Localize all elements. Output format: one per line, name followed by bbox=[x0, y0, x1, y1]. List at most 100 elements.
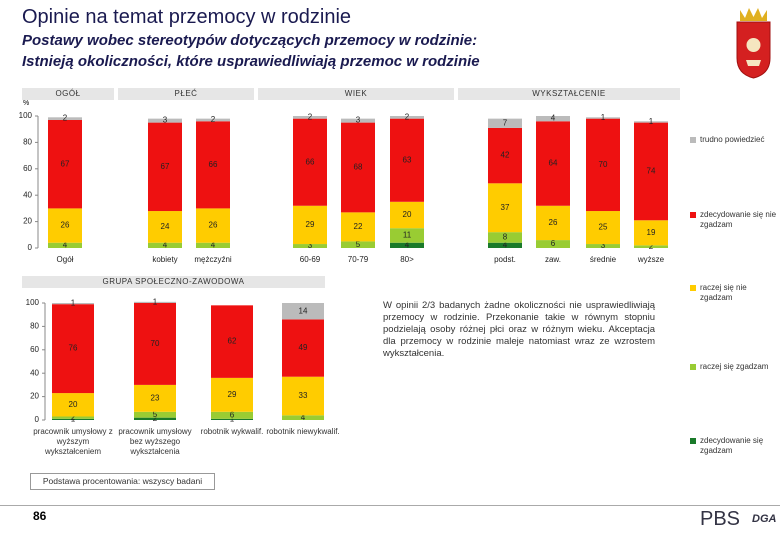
bar-segment bbox=[134, 303, 176, 385]
bar-segment bbox=[134, 384, 176, 412]
data-label: 3 bbox=[601, 241, 606, 250]
x-tick-label: Ogół bbox=[57, 255, 74, 264]
data-label: 49 bbox=[299, 343, 308, 352]
data-label: 76 bbox=[69, 344, 78, 353]
bar-segment bbox=[634, 122, 668, 221]
group-header: WIEK bbox=[258, 88, 454, 100]
bar-segment bbox=[586, 118, 620, 212]
data-label: 62 bbox=[228, 337, 237, 346]
data-label: 1 bbox=[230, 415, 235, 424]
bar-segment bbox=[134, 301, 176, 303]
y-tick-label: 20 bbox=[23, 217, 32, 226]
x-tick-label: 60-69 bbox=[300, 255, 321, 264]
data-label: 25 bbox=[599, 223, 608, 232]
bar-segment bbox=[488, 232, 522, 243]
data-label: 74 bbox=[647, 167, 656, 176]
x-tick-label: wyższe bbox=[637, 255, 665, 264]
bar-segment bbox=[52, 418, 94, 420]
legend-item: trudno powiedzieć bbox=[690, 135, 778, 145]
x-tick-label: mężczyźni bbox=[194, 255, 232, 264]
bar-segment bbox=[148, 118, 182, 123]
bar-segment bbox=[536, 116, 570, 122]
bar-segment bbox=[488, 127, 522, 184]
base-note: Podstawa procentowania: wszyscy badani bbox=[30, 473, 215, 490]
x-tick-label: średnie bbox=[590, 255, 617, 264]
data-label: 67 bbox=[61, 159, 70, 168]
data-label: 2 bbox=[308, 112, 313, 121]
bar-segment bbox=[48, 242, 82, 248]
legend-item: zdecydowanie się nie zgadzam bbox=[690, 210, 778, 230]
x-tick-label: zaw. bbox=[545, 255, 561, 264]
bar-segment bbox=[341, 122, 375, 213]
bar-segment bbox=[390, 242, 424, 248]
x-tick-label: robotnik wykwalif. bbox=[200, 427, 264, 436]
data-label: 66 bbox=[209, 160, 218, 169]
bar-segment bbox=[282, 415, 324, 420]
data-label: 29 bbox=[228, 390, 237, 399]
logo: PBS bbox=[700, 508, 741, 530]
data-label: 33 bbox=[299, 391, 308, 400]
data-label: 4 bbox=[503, 240, 508, 249]
legend-swatch bbox=[690, 364, 696, 370]
data-label: 66 bbox=[306, 157, 315, 166]
data-label: 20 bbox=[69, 400, 78, 409]
bar-segment bbox=[52, 303, 94, 305]
data-label: 2 bbox=[153, 414, 158, 423]
y-tick-label: 80 bbox=[23, 138, 32, 147]
data-label: 6 bbox=[551, 239, 556, 248]
y-tick-label: 0 bbox=[28, 243, 33, 252]
group-header: WYKSZTAŁCENIE bbox=[458, 88, 680, 100]
bar-segment bbox=[196, 208, 230, 243]
bar-segment bbox=[196, 242, 230, 248]
data-label: 26 bbox=[61, 221, 70, 230]
legend-item: zdecydowanie się zgadzam bbox=[690, 436, 778, 456]
data-label: 4 bbox=[211, 240, 216, 249]
data-label: 3 bbox=[163, 116, 168, 125]
data-label: 11 bbox=[403, 231, 412, 240]
data-label: 5 bbox=[356, 240, 361, 249]
data-label: 5 bbox=[153, 410, 158, 419]
bar-segment bbox=[293, 118, 327, 206]
bar-segment bbox=[148, 122, 182, 212]
data-label: 67 bbox=[161, 162, 170, 171]
data-label: 68 bbox=[354, 163, 363, 172]
bar-segment bbox=[634, 121, 668, 123]
group-header: OGÓŁ bbox=[22, 88, 114, 100]
data-label: 70 bbox=[151, 339, 160, 348]
y-tick-label: 80 bbox=[30, 322, 39, 331]
legend-swatch bbox=[690, 212, 696, 218]
data-label: 26 bbox=[549, 218, 558, 227]
subtitle: Postawy wobec stereotypów dotyczących pr… bbox=[22, 32, 478, 49]
footer-rule bbox=[0, 505, 780, 506]
page-number: 86 bbox=[33, 509, 47, 523]
data-label: 26 bbox=[209, 221, 218, 230]
bar-segment bbox=[390, 201, 424, 229]
data-label: 3 bbox=[356, 116, 361, 125]
bar-segment bbox=[148, 242, 182, 248]
bar-segment bbox=[341, 118, 375, 123]
data-label: 2 bbox=[71, 413, 76, 422]
data-label: 4 bbox=[163, 240, 168, 249]
bar-segment bbox=[488, 118, 522, 128]
bar-segment bbox=[536, 121, 570, 206]
bar-segment bbox=[282, 319, 324, 377]
bar-segment bbox=[390, 228, 424, 243]
data-label: 1 bbox=[601, 113, 606, 122]
legend-swatch bbox=[690, 137, 696, 143]
bar-segment bbox=[211, 305, 253, 378]
data-label: 4 bbox=[63, 240, 68, 249]
data-label: 37 bbox=[501, 203, 510, 212]
legend-swatch bbox=[690, 285, 696, 291]
bar-segment bbox=[293, 116, 327, 119]
bar-segment bbox=[488, 242, 522, 248]
data-label: 42 bbox=[501, 151, 510, 160]
x-tick-label: robotnik niewykwalif. bbox=[266, 427, 340, 436]
data-label: 22 bbox=[354, 222, 363, 231]
y-tick-label: 0 bbox=[35, 415, 40, 424]
data-label: 24 bbox=[161, 222, 170, 231]
logo: DGA bbox=[752, 513, 777, 525]
y-tick-label: 20 bbox=[30, 392, 39, 401]
slide-title: Opinie na temat przemocy w rodzinie bbox=[22, 6, 352, 28]
